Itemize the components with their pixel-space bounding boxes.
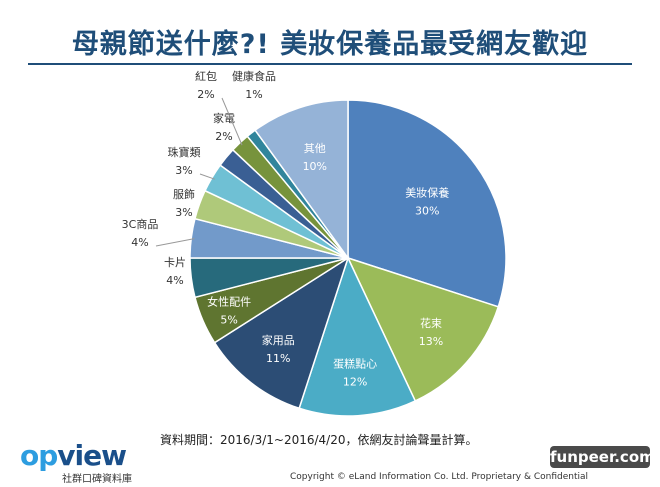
- slice-label-5: 卡片: [164, 256, 186, 269]
- title-underline: [28, 63, 632, 65]
- slice-label-2: 蛋糕點心: [333, 357, 377, 371]
- logo-word-b: view: [57, 439, 127, 472]
- slice-label-0: 美妝保養: [405, 185, 449, 199]
- slice-value-3: 11%: [266, 352, 290, 365]
- slice-value-6: 4%: [131, 236, 148, 249]
- slice-label-6: 3C商品: [122, 217, 159, 231]
- slice-label-10: 紅包: [195, 70, 217, 83]
- slice-value-9: 2%: [215, 130, 232, 143]
- slice-label-7: 服飾: [173, 188, 195, 201]
- slice-value-11: 1%: [245, 88, 262, 101]
- slice-label-1: 花束: [420, 317, 442, 330]
- slice-value-10: 2%: [197, 88, 214, 101]
- pie-slice-2: [298, 255, 417, 417]
- slice-value-4: 5%: [220, 313, 237, 326]
- slice-label-3: 家用品: [262, 333, 295, 347]
- pie-slice-12: [254, 99, 349, 261]
- slice-label-8: 珠寶類: [168, 145, 201, 159]
- slice-value-2: 12%: [343, 376, 367, 389]
- logo-subtitle: 社群口碑資料庫: [62, 474, 132, 485]
- slice-value-0: 30%: [415, 204, 439, 217]
- leader-line-10: [221, 97, 243, 146]
- slice-value-8: 3%: [175, 164, 192, 177]
- slice-label-4: 女性配件: [207, 294, 251, 308]
- leader-line-6: [155, 238, 195, 247]
- logo-word-a: op: [20, 439, 58, 472]
- pie-slice-3: [213, 256, 350, 410]
- slice-label-12: 其他: [304, 142, 326, 155]
- pie-slice-0: [347, 99, 507, 308]
- watermark: funpeer.com: [550, 446, 655, 468]
- slice-value-1: 13%: [419, 335, 443, 348]
- slice-value-12: 10%: [303, 160, 327, 173]
- slice-value-5: 4%: [166, 274, 183, 287]
- pie-slice-1: [346, 256, 500, 402]
- slice-label-9: 家電: [213, 111, 235, 125]
- data-period-note: 資料期間：2016/3/1~2016/4/20，依網友討論聲量計算。: [160, 433, 478, 447]
- slice-label-11: 健康食品: [232, 69, 276, 83]
- leader-line-8: [199, 173, 215, 180]
- copyright: Copyright © eLand Information Co. Ltd. P…: [290, 472, 589, 482]
- chart-title: 母親節送什麼?! 美妝保養品最受網友歡迎: [71, 29, 589, 60]
- slice-value-7: 3%: [175, 206, 192, 219]
- opview-logo: opview 社群口碑資料庫: [20, 439, 132, 486]
